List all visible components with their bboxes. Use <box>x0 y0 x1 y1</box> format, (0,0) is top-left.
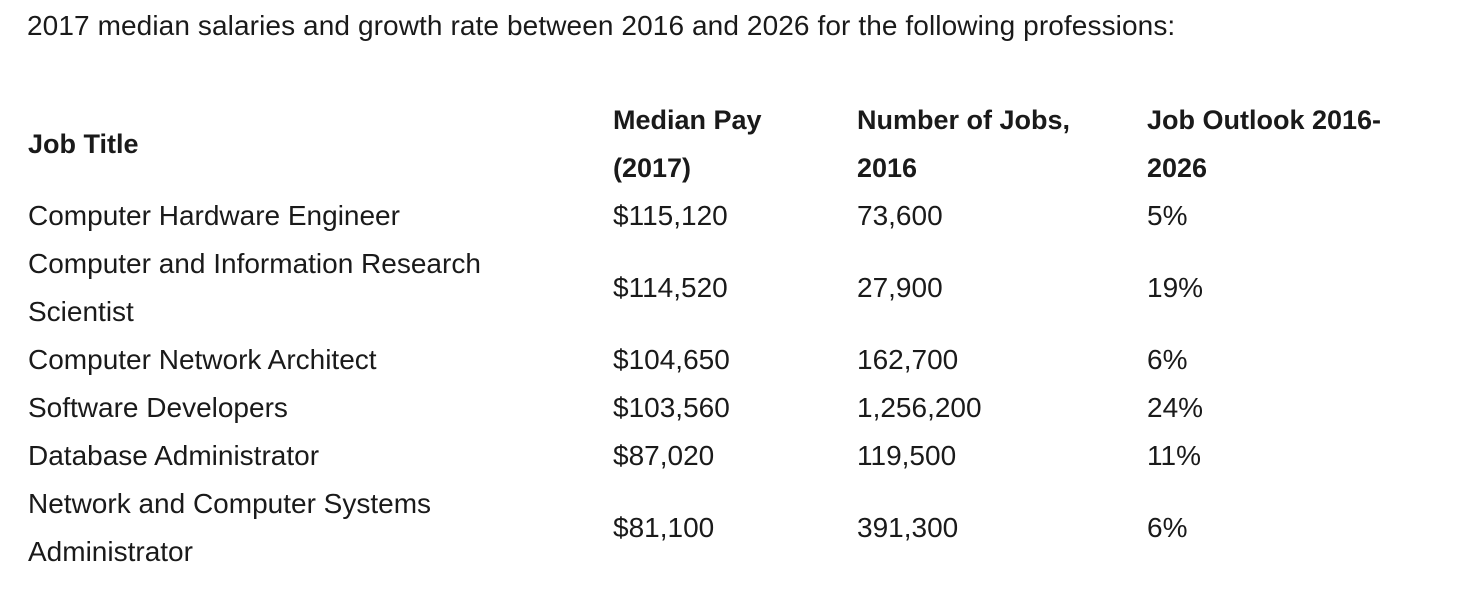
number-of-jobs-cell: 391,300 <box>857 512 959 543</box>
job-outlook-cell: 11% <box>1147 440 1201 471</box>
median-pay-cell: $115,120 <box>613 200 728 231</box>
header-number-of-jobs-line1: Number of Jobs, <box>857 105 1071 135</box>
table-row: Network and Computer Systems Administrato… <box>18 480 1417 576</box>
job-title-line2: Administrator <box>28 536 193 567</box>
job-title-line1: Computer Hardware Engineer <box>28 200 400 231</box>
job-title-cell: Software Developers <box>18 384 603 432</box>
number-of-jobs-cell: 119,500 <box>857 440 957 471</box>
job-title-cell: Computer Hardware Engineer <box>18 192 603 240</box>
number-of-jobs-cell: 1,256,200 <box>857 392 982 423</box>
job-title-line1: Computer and Information Research <box>28 248 481 279</box>
salary-table: Job Title Median Pay (2017) Number of Jo… <box>18 96 1417 576</box>
number-of-jobs-cell: 73,600 <box>857 200 943 231</box>
table-row: Database Administrator $87,020 119,500 1… <box>18 432 1417 480</box>
median-pay-cell: $81,100 <box>613 512 715 543</box>
header-number-of-jobs: Number of Jobs, 2016 <box>847 96 1137 192</box>
median-pay-cell: $103,560 <box>613 392 730 423</box>
job-title-line1: Software Developers <box>28 392 288 423</box>
job-title-cell: Network and Computer Systems Administrato… <box>18 480 603 576</box>
table-header: Job Title Median Pay (2017) Number of Jo… <box>18 96 1417 192</box>
job-title-line1: Computer Network Architect <box>28 344 377 375</box>
header-job-outlook-line1: Job Outlook 2016- <box>1147 105 1382 135</box>
header-median-pay-line2: (2017) <box>613 153 692 183</box>
median-pay-cell: $87,020 <box>613 440 715 471</box>
job-outlook-cell: 6% <box>1147 512 1188 543</box>
job-title-line2: Scientist <box>28 296 134 327</box>
header-job-title-label: Job Title <box>28 129 139 159</box>
job-title-cell: Computer Network Architect <box>18 336 603 384</box>
job-title-line1: Database Administrator <box>28 440 320 471</box>
job-outlook-cell: 6% <box>1147 344 1188 375</box>
table-body: Computer Hardware Engineer $115,120 73,6… <box>18 192 1417 576</box>
header-job-outlook: Job Outlook 2016- 2026 <box>1137 96 1417 192</box>
job-outlook-cell: 19% <box>1147 272 1204 303</box>
median-pay-cell: $104,650 <box>613 344 730 375</box>
table-row: Software Developers $103,560 1,256,200 2… <box>18 384 1417 432</box>
number-of-jobs-cell: 27,900 <box>857 272 943 303</box>
median-pay-cell: $114,520 <box>613 272 728 303</box>
intro-text: 2017 median salaries and growth rate bet… <box>27 10 1176 41</box>
header-job-title: Job Title <box>18 96 603 192</box>
header-median-pay-line1: Median Pay <box>613 105 762 135</box>
job-outlook-cell: 5% <box>1147 200 1188 231</box>
job-title-cell: Computer and Information Research Scienti… <box>18 240 603 336</box>
table-row: Computer Hardware Engineer $115,120 73,6… <box>18 192 1417 240</box>
table-row: Computer and Information Research Scienti… <box>18 240 1417 336</box>
header-row: Job Title Median Pay (2017) Number of Jo… <box>18 96 1417 192</box>
header-median-pay: Median Pay (2017) <box>603 96 847 192</box>
job-outlook-cell: 24% <box>1147 392 1204 423</box>
header-number-of-jobs-line2: 2016 <box>857 153 918 183</box>
job-title-line1: Network and Computer Systems <box>28 488 432 519</box>
number-of-jobs-cell: 162,700 <box>857 344 959 375</box>
table-row: Computer Network Architect $104,650 162,… <box>18 336 1417 384</box>
header-job-outlook-line2: 2026 <box>1147 153 1208 183</box>
job-title-cell: Database Administrator <box>18 432 603 480</box>
